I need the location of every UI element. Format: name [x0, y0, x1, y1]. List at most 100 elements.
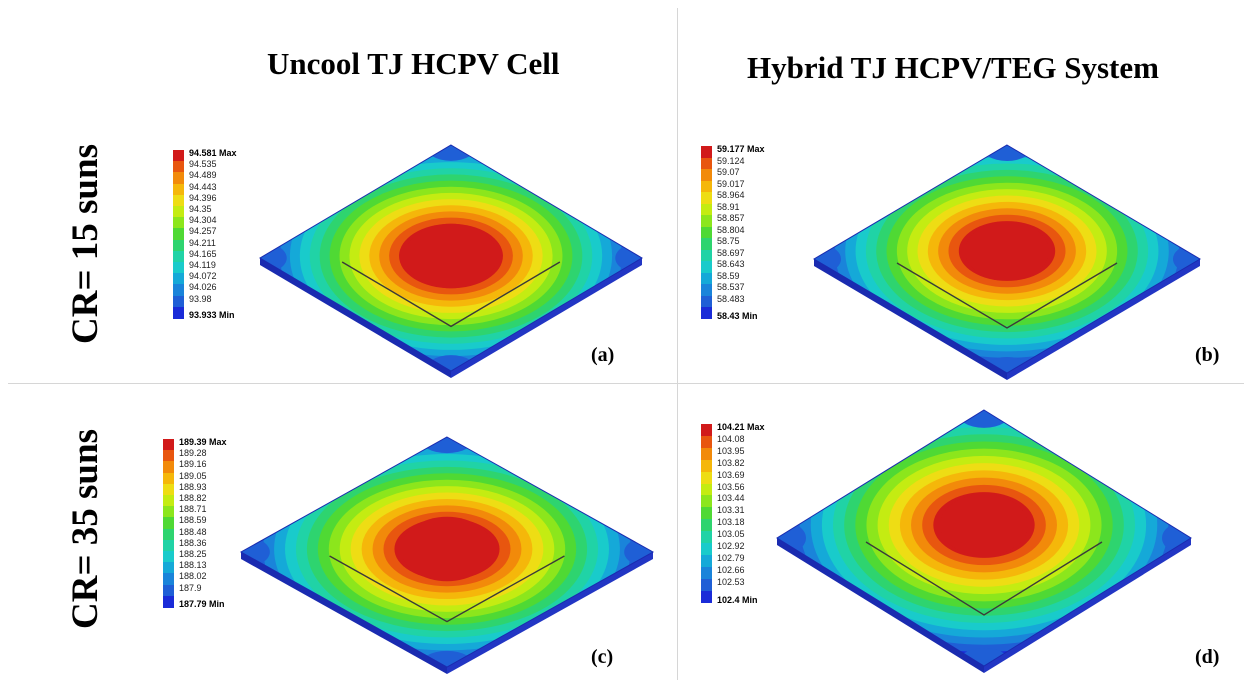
legend-tick-label: 59.017	[717, 178, 745, 189]
colorbar-swatch	[173, 228, 184, 241]
colorbar-swatch	[701, 495, 712, 508]
legend-tick-label: 188.25	[179, 549, 207, 559]
legend-tick-label: 188.93	[179, 481, 207, 492]
legend-tick-label: 93.98	[189, 293, 212, 304]
legend-tick-label: 102.79	[717, 552, 745, 563]
plate-side-right	[451, 258, 642, 378]
legend-tick-label: 188.13	[179, 560, 207, 571]
legend-tick-label: 58.697	[717, 247, 745, 258]
temperature-contour-plate	[239, 436, 655, 674]
colorbar-swatch	[701, 192, 712, 205]
colorbar-swatch	[701, 459, 712, 473]
legend-tick-label: 94.211	[189, 237, 216, 248]
colorbar-swatch	[701, 435, 712, 449]
legend-tick-label: 103.69	[717, 469, 745, 480]
panel-tag: (a)	[591, 344, 615, 366]
colorbar-swatch	[701, 554, 712, 568]
legend-tick-label: 189.05	[179, 470, 207, 481]
legend-tick-label: 188.59	[179, 515, 207, 526]
vertical-divider	[677, 8, 678, 680]
legend-tick-label: 94.119	[189, 260, 216, 270]
panel-tag: (c)	[591, 646, 614, 668]
colorbar-swatch	[163, 573, 174, 586]
colorbar-swatch	[173, 172, 184, 185]
legend-tick-label: 58.91	[717, 201, 740, 212]
colorbar-swatch	[163, 495, 174, 507]
colorbar-swatch	[173, 262, 184, 274]
colorbar-swatch	[163, 517, 174, 530]
colorbar-swatch	[163, 506, 174, 518]
colorbar-swatch	[701, 543, 712, 556]
colorbar-swatch	[701, 590, 712, 604]
legend-tick-label: 58.804	[717, 224, 745, 235]
colorbar-swatch	[701, 169, 712, 182]
legend-tick-label: 59.124	[717, 155, 745, 166]
legend-max-label: 189.39 Max	[179, 437, 227, 447]
colorbar-swatch	[701, 507, 712, 520]
colorbar-swatch	[701, 157, 712, 170]
colorbar-swatch	[701, 307, 712, 320]
colorbar-swatch	[701, 146, 712, 159]
inner-cell-edge	[341, 261, 561, 328]
legend-max-label: 104.21 Max	[717, 422, 765, 432]
temperature-contour-plate	[813, 144, 1201, 380]
legend-tick-label: 103.56	[717, 481, 745, 492]
colorbar-swatch	[173, 306, 184, 319]
colorbar-swatch	[163, 584, 174, 597]
colorbar-swatch	[173, 161, 184, 173]
legend-tick-label: 58.857	[717, 213, 745, 223]
legend-min-label: 93.933 Min	[189, 310, 235, 320]
hotspot-core	[401, 516, 493, 582]
legend-tick-label: 189.28	[179, 448, 207, 459]
colorbar-swatch	[163, 450, 174, 462]
colorbar-swatch	[163, 562, 174, 574]
legend-tick-label: 188.48	[179, 526, 207, 537]
colorbar-swatch	[173, 217, 184, 229]
colorbar-swatch	[701, 226, 712, 239]
legend-tick-label: 187.9	[179, 582, 202, 593]
legend-tick-label: 94.535	[189, 159, 217, 170]
colorbar-swatch	[701, 483, 712, 496]
legend-tick-label: 102.92	[717, 541, 745, 551]
colorbar-swatch	[163, 483, 174, 496]
legend-tick-label: 104.08	[717, 433, 745, 444]
plate-side-left	[260, 258, 451, 378]
plate-outline	[239, 436, 655, 668]
legend-tick-label: 103.05	[717, 529, 745, 540]
colorbar-swatch	[701, 249, 712, 262]
colorbar-swatch	[163, 461, 174, 474]
colorbar-swatch	[701, 284, 712, 297]
plate-side-right	[984, 538, 1191, 673]
colorbar-swatch	[163, 595, 174, 608]
legend-tick-label: 102.66	[717, 564, 745, 575]
colorbar-swatch	[701, 180, 712, 193]
plate-side-left	[241, 552, 447, 674]
panel-tag: (b)	[1195, 344, 1220, 366]
hotspot-core	[965, 221, 1049, 281]
colorbar-swatch	[701, 447, 712, 461]
title-hybrid-system: Hybrid TJ HCPV/TEG System	[747, 50, 1159, 85]
legend-tick-label: 94.396	[189, 192, 217, 203]
colorbar-swatch	[163, 528, 174, 541]
plate-outline	[259, 144, 643, 372]
colorbar-swatch	[701, 578, 712, 592]
colorbar-swatch	[163, 439, 174, 451]
legend-tick-label: 103.44	[717, 493, 745, 504]
legend-tick-label: 103.82	[717, 457, 745, 468]
plate-side-right	[1007, 259, 1200, 380]
legend-tick-label: 94.443	[189, 181, 217, 192]
legend-min-label: 102.4 Min	[717, 594, 758, 605]
legend-min-label: 187.79 Min	[179, 599, 225, 609]
colorbar-swatch	[173, 295, 184, 308]
legend-tick-label: 58.75	[717, 236, 740, 246]
colorbar-swatch	[163, 472, 174, 485]
hotspot-core	[940, 494, 1028, 556]
row-label-35-suns: CR= 35 suns	[65, 429, 106, 629]
legend-tick-label: 94.072	[189, 271, 217, 282]
plate-outline	[776, 409, 1192, 667]
legend-tick-label: 94.165	[189, 248, 217, 259]
colorbar-swatch	[173, 194, 184, 207]
legend-min-label: 58.43 Min	[717, 310, 758, 321]
plate-side-right	[447, 552, 653, 674]
colorbar-swatch	[173, 206, 184, 218]
